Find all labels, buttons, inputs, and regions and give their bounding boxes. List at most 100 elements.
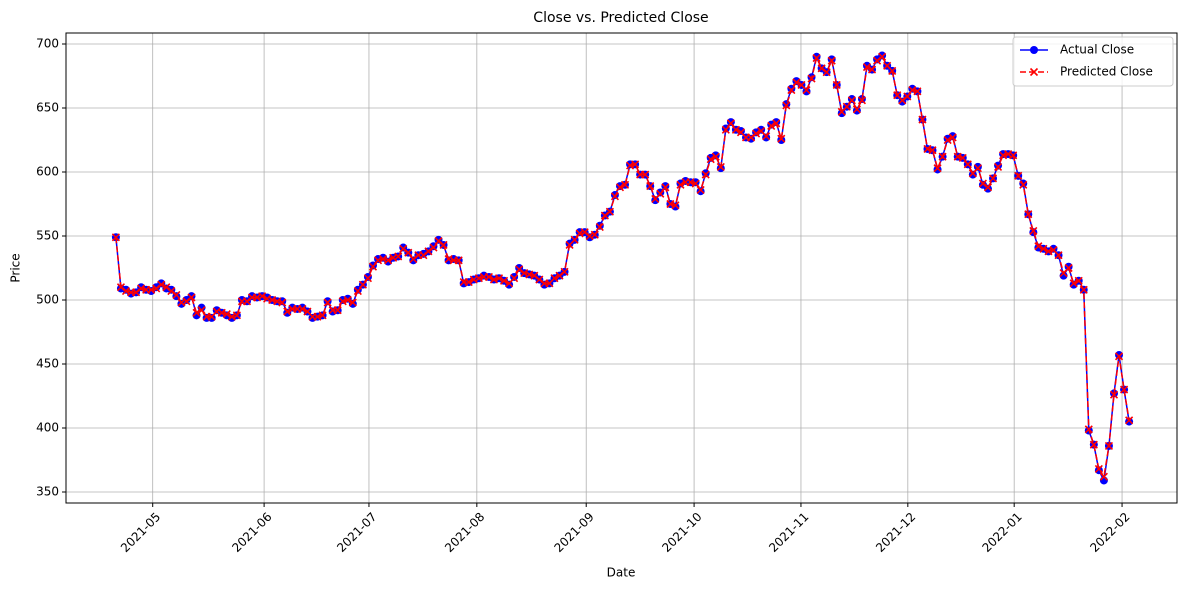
point [333,306,342,315]
point [515,265,524,274]
point [323,298,332,307]
plot-area [111,51,1134,485]
point [933,164,942,173]
point [1125,416,1134,425]
point [857,96,867,105]
point [570,235,579,244]
legend-box [1012,36,1174,87]
y-tick-label: 450 [36,356,59,370]
point [404,248,413,257]
point [605,207,614,216]
point [484,272,493,282]
legend: Actual Close Predicted Close [1012,36,1174,87]
point [832,80,841,90]
point [807,74,816,83]
point [752,129,761,138]
point [792,78,801,87]
point [424,247,433,256]
point [419,251,428,260]
point [1074,276,1083,285]
point [777,134,786,143]
point [772,119,781,128]
y-tick-label: 350 [36,484,59,498]
point [721,125,730,134]
legend-label: Predicted Close [1060,65,1153,79]
point [580,228,589,237]
point [192,308,201,317]
point [983,183,993,192]
point [454,256,463,265]
point [384,256,393,265]
point [363,274,373,283]
point [993,162,1003,171]
point [878,52,887,61]
point [132,288,141,297]
axes-frame [65,32,1178,504]
y-tick-label: 650 [36,101,59,115]
point [928,146,937,155]
point [988,174,998,183]
point [948,133,957,142]
y-tick-label: 500 [36,292,59,306]
point [590,230,599,239]
point [283,307,292,316]
y-tick-label: 400 [36,420,59,434]
point [641,170,650,179]
point [691,179,700,188]
point [938,152,947,161]
point [232,311,241,320]
point [661,183,670,192]
point [152,284,161,293]
point [298,304,307,314]
point [1054,251,1063,260]
point [595,222,604,232]
y-tick-label: 600 [36,165,59,179]
point [555,271,564,280]
point [746,133,756,142]
y-tick-label: 550 [36,229,59,243]
point [822,68,831,77]
legend-label: Actual Close [1060,43,1134,57]
point [394,252,403,261]
point [731,125,740,134]
point [943,135,952,145]
point [1125,417,1134,426]
point [787,86,796,95]
point [696,185,705,194]
point [646,182,655,191]
point [278,298,287,307]
point [767,121,776,130]
x-axis-label: Date [607,566,636,580]
point [903,92,912,101]
point [671,201,680,210]
point [399,244,408,253]
point [1019,180,1028,189]
point [862,62,872,72]
point [762,132,771,141]
point [867,65,877,74]
point [958,153,967,162]
point [888,66,897,75]
point [802,86,811,95]
chart-title: Close vs. Predicted Close [533,10,708,26]
point [973,164,982,173]
point [1104,441,1114,450]
point [852,105,861,114]
legend-marker [1029,67,1039,77]
point [1014,171,1023,180]
point [560,267,569,276]
point [842,102,851,111]
grid [66,33,1177,503]
point [817,64,826,73]
point [918,115,927,124]
point [429,243,438,252]
point [111,233,120,242]
point [157,280,166,289]
series-line [115,55,1130,479]
point [499,276,509,285]
point [439,240,448,250]
point [1064,263,1073,273]
point [620,180,630,189]
point [1089,440,1098,449]
point [1069,279,1078,288]
